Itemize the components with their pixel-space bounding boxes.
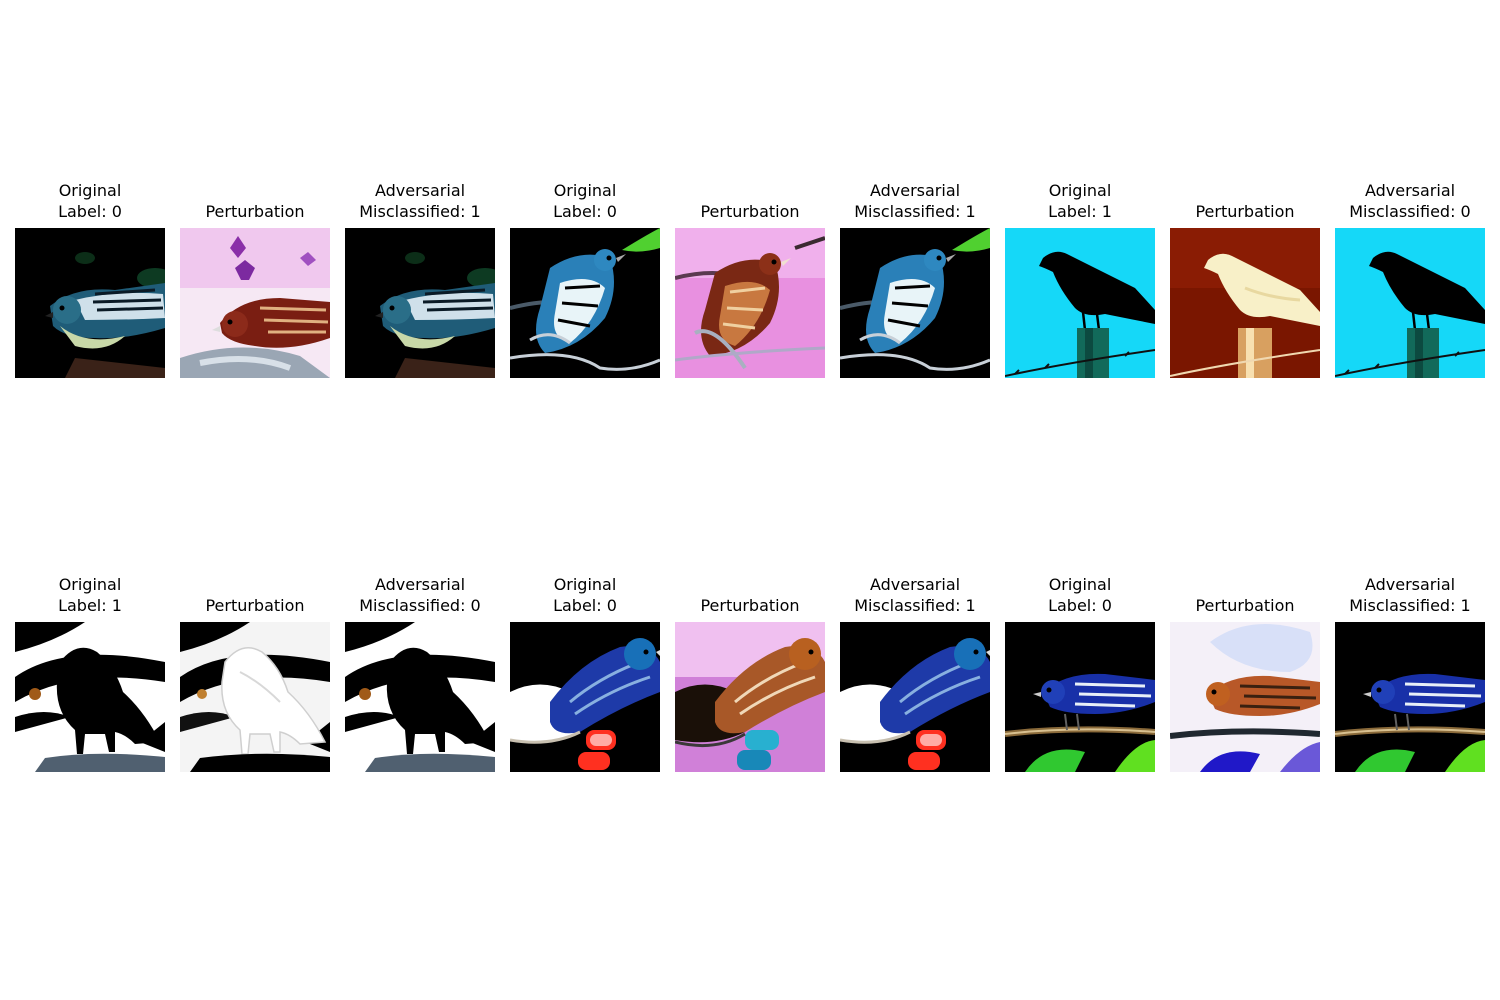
panel-title: Perturbation <box>1155 201 1335 222</box>
panel-title: Original Label: 0 <box>0 180 180 222</box>
bird-image <box>675 622 825 772</box>
bird-image <box>1335 622 1485 772</box>
panel-title-line: Label: 1 <box>1048 202 1112 221</box>
bird-image <box>180 228 330 378</box>
bird-image <box>1005 622 1155 772</box>
panel-title-line: Label: 1 <box>58 596 122 615</box>
panel-title: Adversarial Misclassified: 0 <box>1320 180 1500 222</box>
panel-title-line: Original <box>58 181 122 200</box>
bird-image <box>510 622 660 772</box>
bird-image <box>345 622 495 772</box>
bird-image <box>675 228 825 378</box>
panel-title-line: Perturbation <box>700 202 800 221</box>
panel-title-line: Adversarial <box>374 181 466 200</box>
panel-title-line: Adversarial <box>374 575 466 594</box>
bird-image <box>510 228 660 378</box>
bird-image <box>345 228 495 378</box>
panel-title: Perturbation <box>660 595 840 616</box>
panel-title-line: Original <box>1048 181 1112 200</box>
panel-title-line: Original <box>553 181 617 200</box>
panel-title-line: Label: 0 <box>553 202 617 221</box>
panel-title-line: Label: 0 <box>58 202 122 221</box>
bird-image <box>15 622 165 772</box>
panel-title-line: Perturbation <box>1195 202 1295 221</box>
panel-title-line: Misclassified: 0 <box>359 596 481 615</box>
panel-title: Original Label: 1 <box>0 574 180 616</box>
panel-title: Original Label: 0 <box>495 180 675 222</box>
panel-title-line: Original <box>553 575 617 594</box>
panel-title: Adversarial Misclassified: 1 <box>825 180 1005 222</box>
bird-image <box>1005 228 1155 378</box>
panel-title-line: Label: 0 <box>553 596 617 615</box>
bird-image <box>840 622 990 772</box>
panel-title-line: Misclassified: 1 <box>854 596 976 615</box>
panel-title: Perturbation <box>660 201 840 222</box>
bird-image <box>180 622 330 772</box>
panel-title: Original Label: 0 <box>495 574 675 616</box>
panel-title: Adversarial Misclassified: 1 <box>1320 574 1500 616</box>
panel-title: Perturbation <box>165 595 345 616</box>
panel-title: Perturbation <box>1155 595 1335 616</box>
panel-title-line: Perturbation <box>205 596 305 615</box>
panel-title-line: Misclassified: 0 <box>1349 202 1471 221</box>
panel-title-line: Original <box>58 575 122 594</box>
bird-image <box>15 228 165 378</box>
panel-title-line: Adversarial <box>1364 575 1456 594</box>
panel-title-line: Misclassified: 1 <box>1349 596 1471 615</box>
panel-title-line: Label: 0 <box>1048 596 1112 615</box>
panel-title-line: Misclassified: 1 <box>854 202 976 221</box>
bird-image <box>1170 622 1320 772</box>
panel-title: Perturbation <box>165 201 345 222</box>
bird-image <box>840 228 990 378</box>
panel-title: Original Label: 0 <box>990 574 1170 616</box>
panel-title-line: Perturbation <box>205 202 305 221</box>
panel-title-line: Adversarial <box>869 181 961 200</box>
panel-title: Adversarial Misclassified: 1 <box>825 574 1005 616</box>
panel-title-line: Perturbation <box>700 596 800 615</box>
panel-title: Adversarial Misclassified: 0 <box>330 574 510 616</box>
panel-title-line: Misclassified: 1 <box>359 202 481 221</box>
panel-title-line: Perturbation <box>1195 596 1295 615</box>
panel-title: Original Label: 1 <box>990 180 1170 222</box>
panel-title-line: Adversarial <box>869 575 961 594</box>
panel-title: Adversarial Misclassified: 1 <box>330 180 510 222</box>
panel-title-line: Original <box>1048 575 1112 594</box>
bird-image <box>1335 228 1485 378</box>
panel-title-line: Adversarial <box>1364 181 1456 200</box>
bird-image <box>1170 228 1320 378</box>
